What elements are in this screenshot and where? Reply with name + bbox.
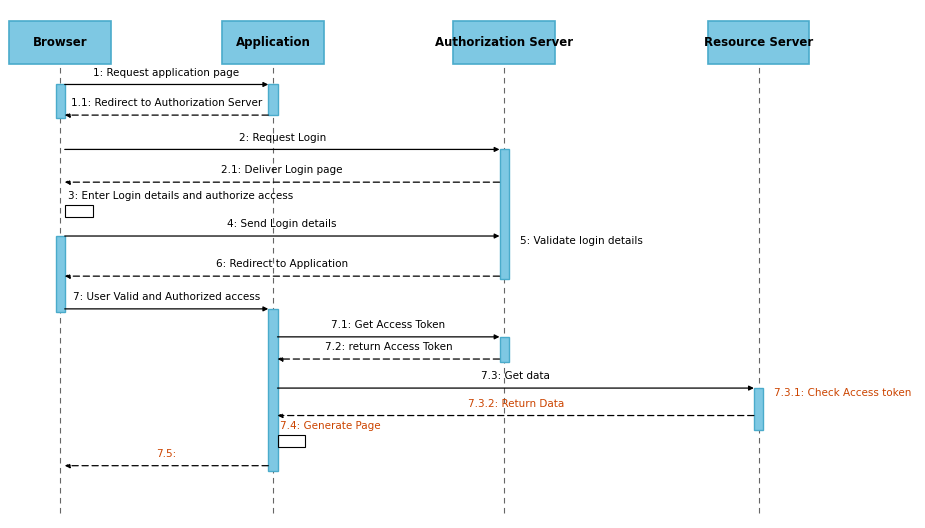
Bar <box>500 337 509 362</box>
Text: 1: Request application page: 1: Request application page <box>93 68 240 78</box>
Text: 3: Enter Login details and authorize access: 3: Enter Login details and authorize acc… <box>68 191 293 201</box>
Text: 7.3.2: Return Data: 7.3.2: Return Data <box>467 399 564 409</box>
Text: 5: Validate login details: 5: Validate login details <box>520 236 643 246</box>
Bar <box>708 21 809 64</box>
Bar <box>500 149 509 279</box>
Text: 2.1: Deliver Login page: 2.1: Deliver Login page <box>221 165 343 175</box>
Bar <box>278 435 305 447</box>
Text: 6: Redirect to Application: 6: Redirect to Application <box>216 259 348 269</box>
Bar <box>222 21 324 64</box>
Text: 7.1: Get Access Token: 7.1: Get Access Token <box>331 320 446 330</box>
Bar <box>56 84 65 118</box>
Bar <box>754 388 763 430</box>
Text: 7.3.1: Check Access token: 7.3.1: Check Access token <box>774 388 912 398</box>
Text: Resource Server: Resource Server <box>704 36 813 49</box>
Text: 7.2: return Access Token: 7.2: return Access Token <box>325 342 452 352</box>
Text: 7.4: Generate Page: 7.4: Generate Page <box>280 421 381 431</box>
Text: 7.3: Get data: 7.3: Get data <box>481 371 550 381</box>
Text: 7: User Valid and Authorized access: 7: User Valid and Authorized access <box>73 292 260 302</box>
Text: 7.5:: 7.5: <box>156 449 177 459</box>
Text: 2: Request Login: 2: Request Login <box>239 133 326 143</box>
Bar <box>453 21 555 64</box>
Text: 1.1: Redirect to Authorization Server: 1.1: Redirect to Authorization Server <box>71 98 262 108</box>
Bar <box>268 309 278 471</box>
Text: Browser: Browser <box>32 36 88 49</box>
Bar <box>9 21 111 64</box>
Bar <box>56 236 65 312</box>
Text: 4: Send Login details: 4: Send Login details <box>228 219 337 229</box>
Text: Authorization Server: Authorization Server <box>435 36 574 49</box>
Bar <box>268 84 278 115</box>
Bar <box>65 205 92 217</box>
Text: Application: Application <box>236 36 310 49</box>
